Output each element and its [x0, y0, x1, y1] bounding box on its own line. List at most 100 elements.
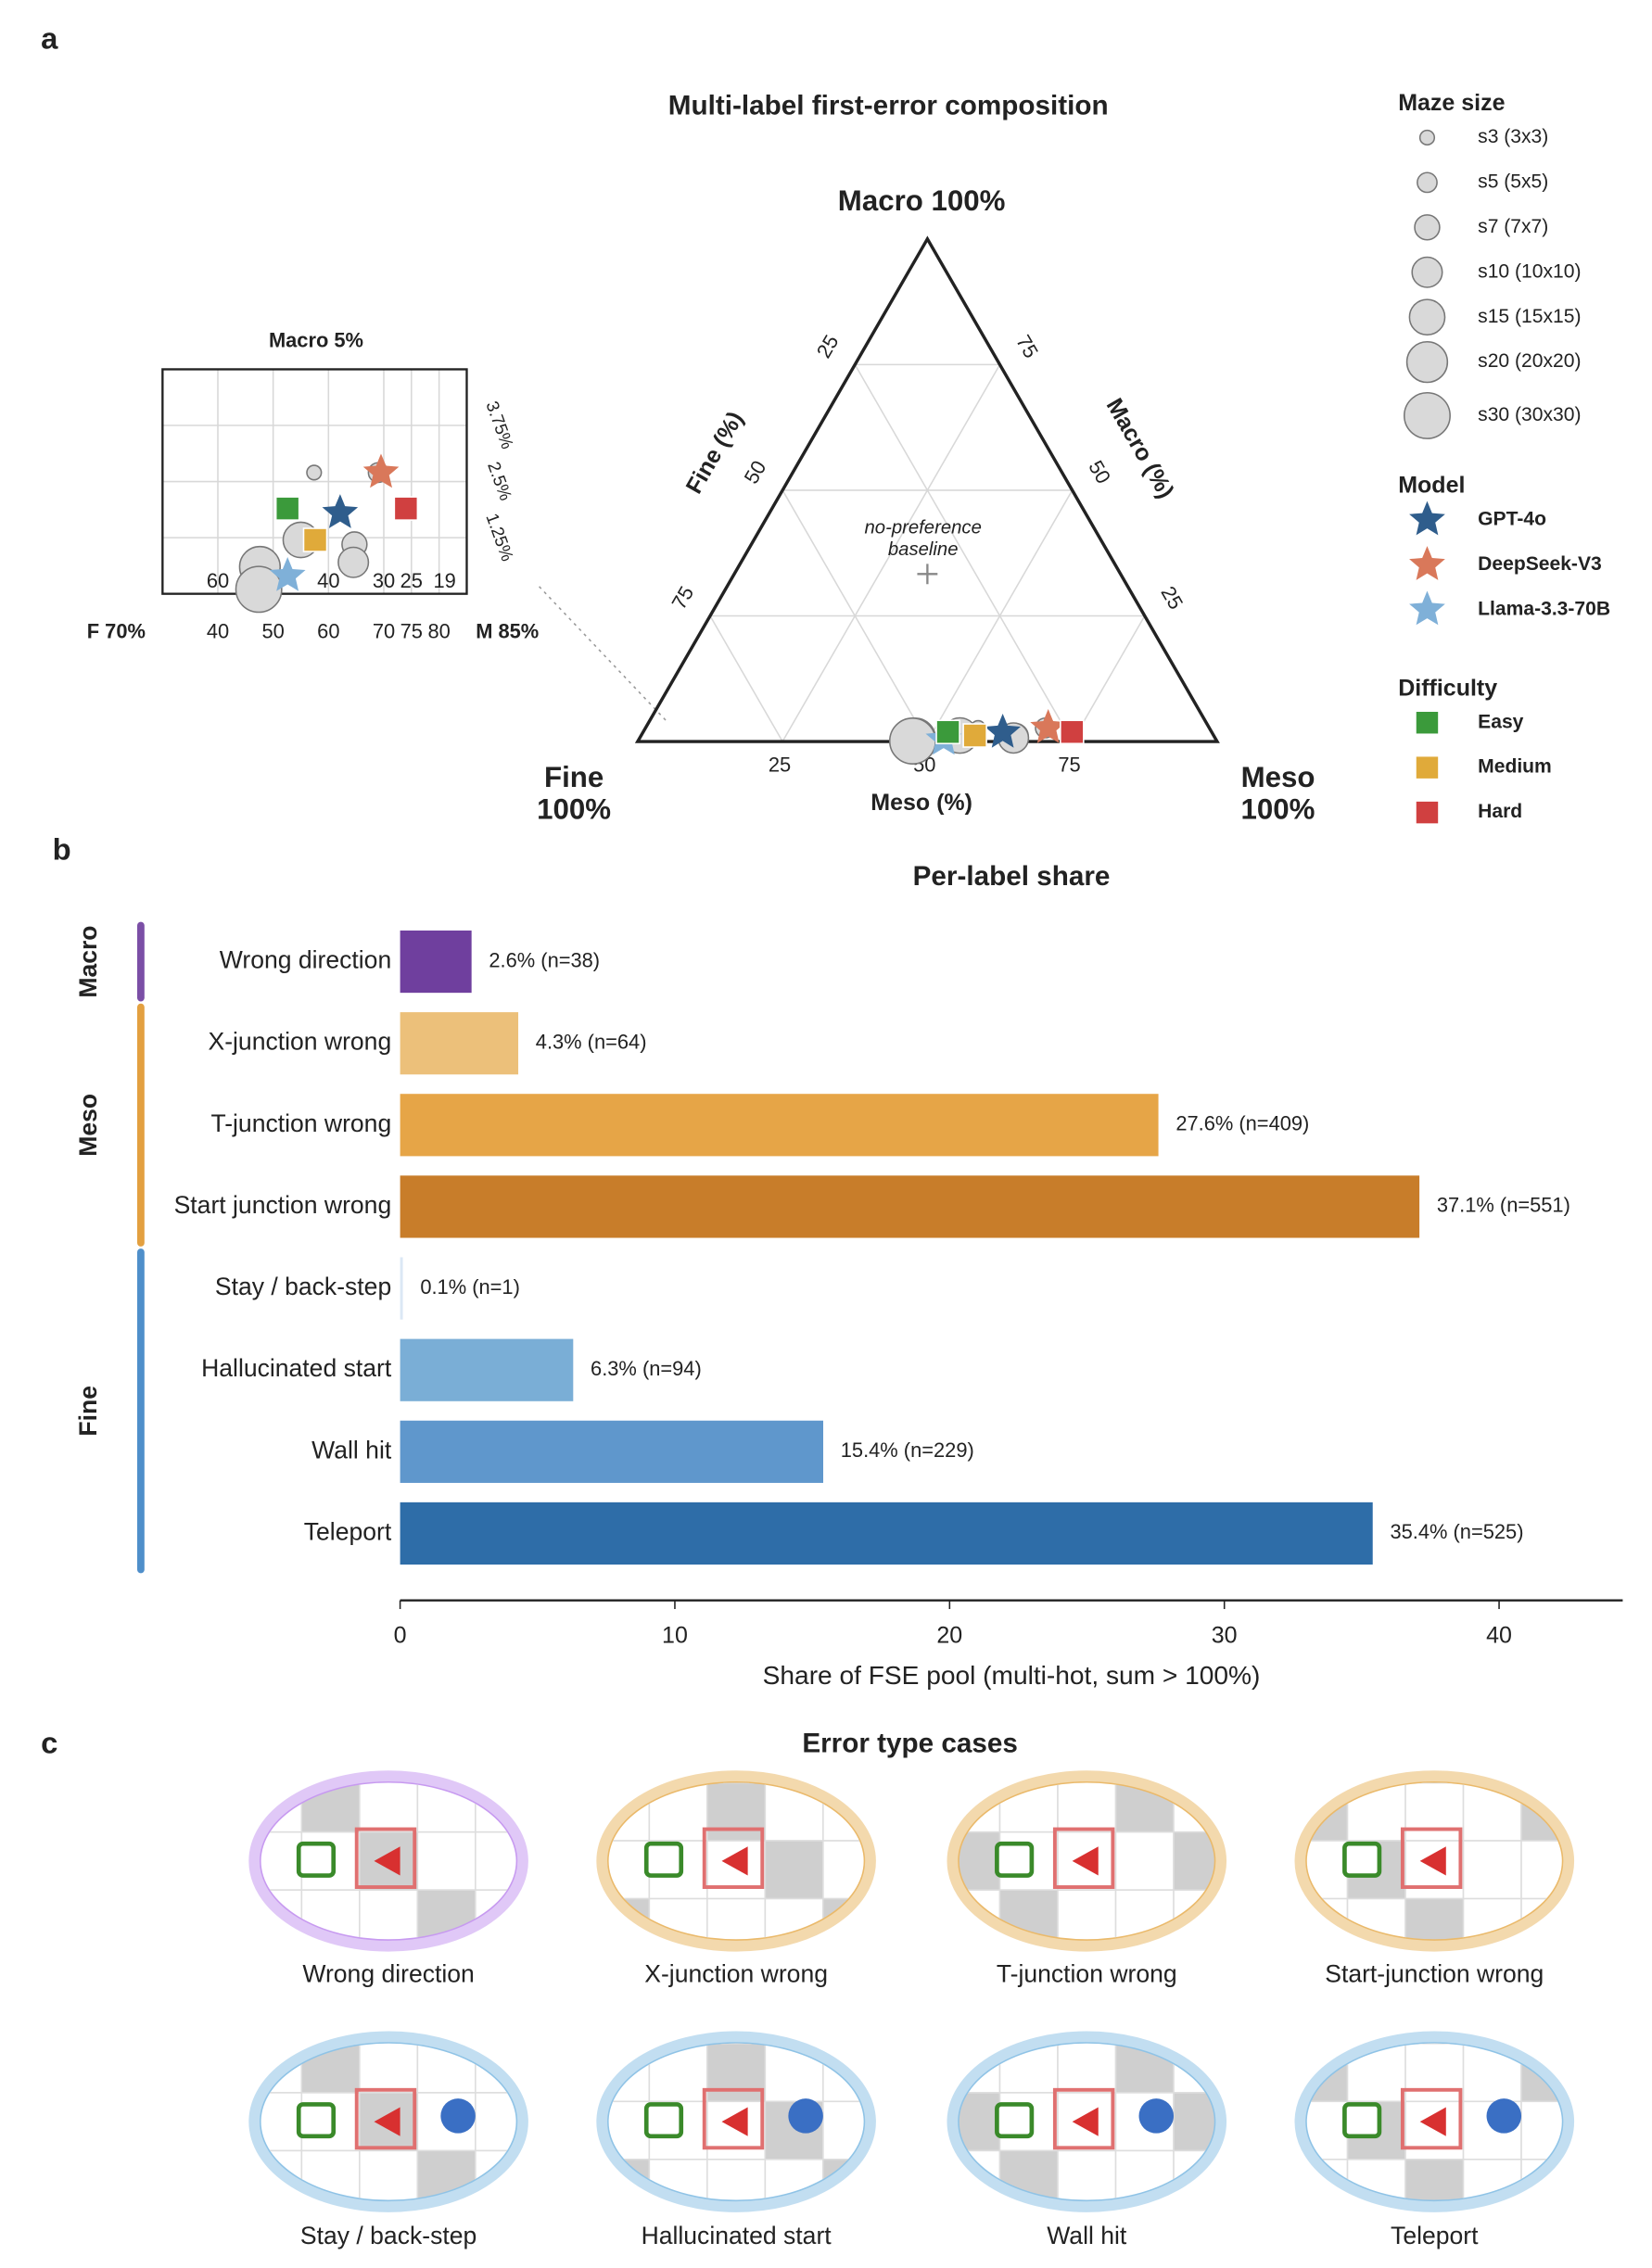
case-illustration	[884, 2034, 1290, 2209]
maze-cell	[1580, 1725, 1638, 1783]
maze-cell	[1232, 2034, 1290, 2093]
maze-cell	[533, 2093, 591, 2151]
x-tick-label: 10	[662, 1622, 688, 1648]
maze-cell	[185, 2150, 244, 2209]
start-icon	[440, 2098, 476, 2134]
error-arrow	[1072, 1846, 1099, 1876]
maze-cell	[1232, 1717, 1290, 1775]
maze-cell	[1232, 2101, 1290, 2160]
tick-label: 60	[207, 569, 229, 592]
case-illustration	[185, 1717, 591, 1940]
inset-title: Macro 5%	[269, 329, 363, 352]
case-glow	[1294, 1770, 1575, 1952]
legend-label: Hard	[1478, 801, 1522, 822]
legend-marker	[1408, 298, 1446, 336]
tick-label: 40	[317, 569, 339, 592]
tick-label: 50	[261, 620, 284, 643]
legend: Maze size s3 (3x3) s5 (5x5) s7 (7x7) s10 (10…	[1398, 90, 1610, 825]
error-arrow	[721, 2107, 748, 2136]
maze-cell	[884, 2150, 943, 2209]
maze-cell	[1580, 2044, 1638, 2102]
case-glow	[596, 1770, 876, 1952]
error-box	[702, 2087, 765, 2150]
category-label: T-junction wrong	[210, 1109, 391, 1137]
maze-cell	[1232, 1890, 1290, 1948]
legend-title: Model	[1398, 473, 1465, 499]
maze-cell	[1580, 1985, 1638, 2044]
category-label: Teleport	[304, 1517, 392, 1545]
point	[269, 556, 306, 591]
point	[337, 546, 370, 578]
point	[306, 464, 323, 481]
case-illustration	[608, 1985, 939, 2218]
tick-label: 19	[433, 569, 455, 592]
maze-cell	[1232, 2044, 1290, 2102]
group-label: Meso	[74, 1094, 102, 1157]
maze-cell	[185, 2034, 244, 2093]
maze-cell	[884, 2034, 943, 2093]
start-icon	[1486, 2098, 1522, 2134]
maze-cell	[881, 1841, 939, 1899]
maze-cell	[1116, 1717, 1175, 1775]
case-illustration	[185, 1977, 591, 2209]
value-label: 35.4% (n=525)	[1390, 1520, 1523, 1543]
point	[1030, 709, 1067, 743]
maze-cell	[533, 1841, 591, 1899]
point	[888, 717, 936, 765]
category-label: X-junction wrong	[208, 1028, 391, 1056]
maze-cell	[1232, 1841, 1290, 1899]
panel-label: a	[41, 20, 58, 55]
maze-cell	[1306, 1840, 1349, 1900]
annotation: no-preference	[865, 518, 982, 538]
robot	[1342, 2102, 1382, 2139]
maze-cell	[884, 2093, 943, 2151]
maze-cell	[533, 1832, 591, 1891]
error-box	[702, 1827, 765, 1889]
panel-label: b	[53, 831, 71, 866]
legend-marker	[1405, 340, 1449, 384]
axis-label: Macro (%)	[1101, 394, 1179, 502]
maze-cell	[881, 2160, 939, 2218]
case-illustration	[1232, 1985, 1638, 2218]
legend-label: s10 (10x10)	[1478, 260, 1581, 282]
case-glow	[248, 1770, 528, 1952]
maze-cell	[533, 1717, 591, 1775]
legend-label: s7 (7x7)	[1478, 216, 1548, 237]
maze-cell	[185, 1717, 244, 1775]
case-glow	[947, 2031, 1227, 2212]
maze-cell	[1404, 1897, 1465, 1940]
maze-cell	[1580, 2160, 1638, 2218]
corner-label: 100%	[537, 792, 611, 825]
legend-label: Medium	[1478, 756, 1552, 778]
maze-cell	[881, 1985, 939, 2044]
maze-cell	[1580, 1841, 1638, 1899]
maze-cell	[1174, 1717, 1232, 1775]
maze-cell	[359, 2149, 419, 2200]
maze-cell	[1232, 1783, 1290, 1842]
tick-label: 60	[317, 620, 339, 643]
legend-label: s30 (30x30)	[1478, 404, 1581, 425]
tick-label: 75	[667, 582, 698, 614]
maze-cell	[1057, 2043, 1117, 2094]
tick-label: 25	[1156, 582, 1188, 614]
tick-label: 75	[1011, 331, 1043, 362]
maze-cell	[1114, 1831, 1175, 1891]
grid-line	[1071, 615, 1146, 742]
maze-cell	[884, 1890, 943, 1948]
x-axis-label: Share of FSE pool (multi-hot, sum > 100%…	[763, 1661, 1261, 1690]
tick-label: 40	[207, 620, 229, 643]
bar	[400, 1501, 1373, 1565]
legend-marker	[1411, 256, 1443, 288]
bar	[400, 930, 472, 994]
x-tick-label: 30	[1212, 1622, 1238, 1648]
maze-cell	[244, 1977, 302, 2035]
value-label: 6.3% (n=94)	[591, 1357, 702, 1380]
legend-label: Easy	[1478, 711, 1524, 732]
robot	[643, 2102, 684, 2139]
robot	[296, 2102, 337, 2139]
point	[985, 714, 1022, 748]
maze-cell	[476, 1717, 534, 1775]
case-label: Hallucinated start	[642, 2222, 832, 2249]
maze-cell	[608, 1782, 651, 1784]
maze-cell	[476, 1977, 534, 2035]
